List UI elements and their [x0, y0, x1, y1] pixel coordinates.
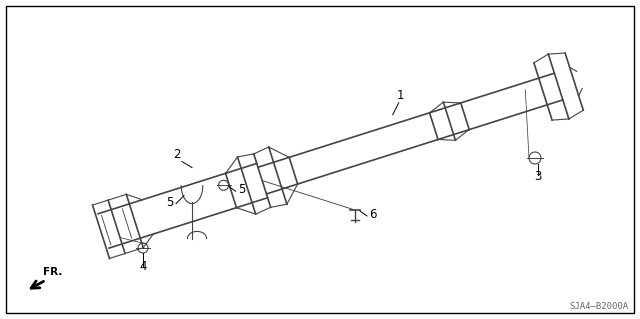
Text: 4: 4: [140, 260, 147, 273]
Text: 1: 1: [397, 89, 404, 102]
Text: SJA4–B2000A: SJA4–B2000A: [569, 302, 628, 311]
Text: 6: 6: [369, 208, 377, 221]
Text: 2: 2: [173, 148, 180, 160]
Text: 3: 3: [534, 170, 541, 183]
Text: FR.: FR.: [43, 267, 62, 277]
Text: 5: 5: [238, 183, 245, 196]
Text: 5: 5: [166, 196, 173, 209]
